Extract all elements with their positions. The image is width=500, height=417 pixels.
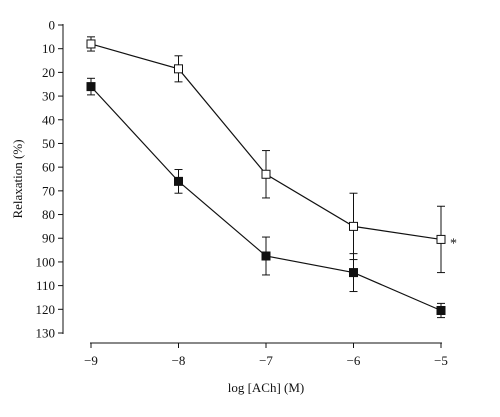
y-axis-label: Relaxation (%): [10, 139, 25, 218]
x-tick-label: −7: [259, 353, 273, 368]
significance-marker: *: [450, 236, 457, 251]
series-line: [90, 86, 442, 312]
y-tick-label: 20: [42, 65, 55, 80]
y-tick-label: 130: [36, 326, 56, 341]
y-tick-label: 50: [42, 136, 55, 151]
data-point: [86, 82, 96, 92]
y-tick-label: 40: [42, 112, 55, 127]
y-tick-label: 30: [42, 89, 55, 104]
y-tick-label: 120: [36, 302, 56, 317]
data-point: [86, 39, 96, 49]
series-layer: *: [86, 36, 457, 319]
series-open-square: [86, 36, 446, 274]
y-tick-label: 70: [42, 183, 55, 198]
data-point: [261, 169, 271, 179]
series-line: [90, 43, 442, 241]
y-tick-label: 0: [49, 18, 56, 33]
x-tick-label: −5: [434, 353, 448, 368]
y-tick-label: 10: [42, 41, 55, 56]
y-tick-label: 60: [42, 160, 55, 175]
x-tick-label: −8: [172, 353, 186, 368]
y-tick-label: 100: [36, 254, 56, 269]
series-filled-square: [86, 77, 446, 319]
data-point: [174, 64, 183, 74]
data-point: [436, 305, 446, 315]
y-tick-label: 110: [36, 278, 55, 293]
y-tick-label: 80: [42, 207, 55, 222]
data-point: [261, 251, 271, 261]
data-point: [174, 176, 183, 186]
axes: 0 10 20 30 40 50 60 70 80 90 100 110 120 130 −9 −8 −7 −6 −…: [36, 18, 448, 369]
y-tick-label: 90: [42, 231, 55, 246]
x-tick-label: −9: [84, 353, 98, 368]
data-point: [349, 221, 358, 231]
data-point: [349, 268, 358, 278]
x-tick-label: −6: [347, 353, 361, 368]
x-axis-label: log [ACh] (M): [228, 380, 305, 395]
data-point: [436, 234, 446, 244]
